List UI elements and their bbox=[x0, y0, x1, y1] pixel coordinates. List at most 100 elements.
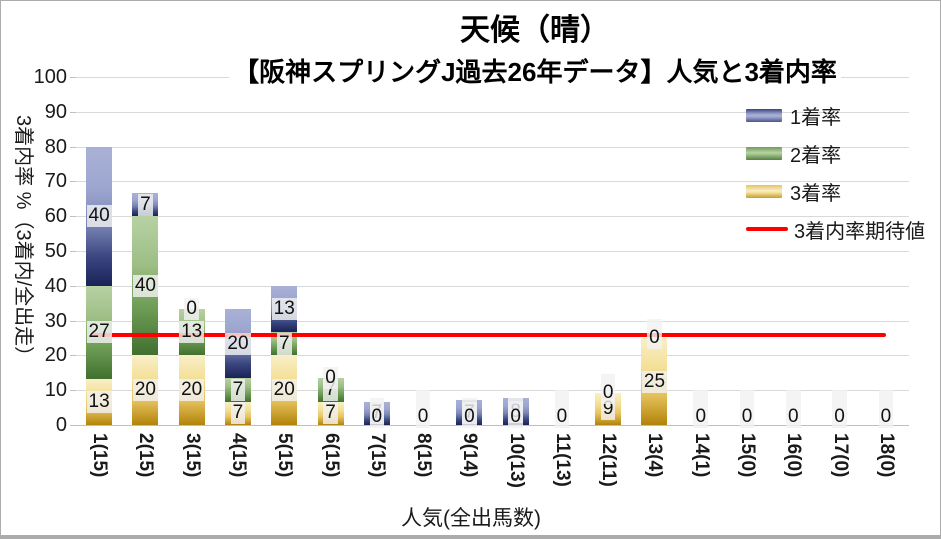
y-tick-mark bbox=[70, 285, 76, 287]
legend-bar-swatch bbox=[746, 108, 782, 122]
legend-line-swatch bbox=[746, 227, 788, 231]
y-tick-mark bbox=[70, 355, 76, 357]
data-label: 0 bbox=[856, 390, 916, 428]
gridline bbox=[76, 181, 909, 183]
y-tick-label: 80 bbox=[44, 135, 67, 158]
x-tick-label: 17(0) bbox=[829, 433, 851, 478]
chart-subtitle: 【阪神スプリングJ過去26年データ】人気と3着内率 bbox=[229, 52, 841, 89]
data-label-text: 27 bbox=[86, 321, 112, 344]
data-label-text: 0 bbox=[415, 390, 431, 428]
data-label: 20 bbox=[162, 379, 222, 402]
gridline bbox=[76, 390, 909, 392]
data-label-text: 40 bbox=[86, 205, 112, 228]
y-tick-label: 60 bbox=[44, 205, 67, 228]
data-label: 0 bbox=[717, 390, 777, 428]
data-label: 20 bbox=[254, 379, 314, 402]
x-tick-label: 12(11) bbox=[598, 433, 620, 487]
y-tick-mark bbox=[70, 425, 76, 426]
data-label-text: 13 bbox=[271, 297, 297, 320]
data-label: 40 bbox=[69, 205, 129, 228]
data-label-text: 0 bbox=[554, 390, 570, 428]
gridline bbox=[76, 355, 909, 357]
y-tick-label: 40 bbox=[44, 274, 67, 297]
x-axis-line bbox=[76, 425, 909, 426]
y-tick-label: 90 bbox=[44, 100, 67, 123]
x-tick-label: 14(1) bbox=[690, 433, 712, 478]
data-label-text: 7 bbox=[138, 193, 153, 216]
chart-title: 天候（晴） bbox=[460, 14, 610, 47]
y-tick-label: 30 bbox=[44, 309, 67, 332]
x-tick-label: 10(13) bbox=[505, 433, 527, 488]
x-tick-label: 8(15) bbox=[413, 433, 435, 478]
data-label-text: 40 bbox=[132, 274, 158, 297]
y-tick-mark bbox=[70, 390, 76, 392]
data-label: 0 bbox=[162, 298, 222, 321]
data-label-text: 0 bbox=[878, 390, 894, 428]
data-label: 7 bbox=[208, 379, 268, 402]
legend-label: 1着率 bbox=[790, 106, 842, 129]
data-label: 0 bbox=[439, 398, 499, 428]
y-tick-mark bbox=[70, 320, 76, 322]
x-axis-title: 人気(全出馬数) bbox=[401, 507, 541, 530]
x-tick-label: 13(4) bbox=[644, 433, 666, 478]
gridline bbox=[76, 111, 909, 113]
data-label: 0 bbox=[578, 374, 638, 405]
data-label-text: 0 bbox=[647, 319, 662, 349]
data-label: 25 bbox=[624, 370, 684, 393]
legend-label: 3着内率期待値 bbox=[794, 220, 926, 243]
data-label: 7 bbox=[254, 332, 314, 355]
x-tick-label: 18(0) bbox=[875, 433, 897, 478]
y-tick-mark bbox=[70, 181, 76, 183]
x-tick-label: 16(0) bbox=[783, 433, 805, 478]
data-label-text: 0 bbox=[508, 398, 523, 428]
legend-label: 3着率 bbox=[790, 182, 842, 205]
data-label: 7 bbox=[208, 402, 268, 425]
legend-item: 2着率 bbox=[746, 135, 841, 171]
data-label: 7 bbox=[301, 402, 361, 425]
data-label-text: 25 bbox=[641, 370, 668, 393]
data-label: 0 bbox=[347, 398, 407, 428]
y-tick-label: 10 bbox=[44, 379, 67, 402]
data-label: 0 bbox=[810, 390, 870, 428]
legend-item: 3着内率期待値 bbox=[746, 211, 925, 247]
data-label: 0 bbox=[301, 367, 361, 390]
expected-value-line bbox=[91, 333, 886, 338]
data-label-text: 20 bbox=[179, 379, 205, 402]
data-label: 0 bbox=[624, 319, 684, 349]
data-label-text: 0 bbox=[462, 398, 477, 428]
data-label-text: 20 bbox=[225, 332, 251, 355]
y-tick-mark bbox=[70, 251, 76, 252]
y-tick-label: 0 bbox=[55, 414, 67, 436]
data-label-text: 0 bbox=[739, 390, 755, 428]
data-label: 0 bbox=[393, 390, 453, 428]
y-tick-label: 20 bbox=[44, 344, 67, 367]
data-label-text: 13 bbox=[179, 321, 205, 344]
x-tick-label: 3(15) bbox=[181, 433, 203, 478]
legend-item: 3着率 bbox=[746, 173, 841, 209]
data-label-text: 0 bbox=[600, 374, 616, 405]
legend-bar-swatch bbox=[746, 146, 782, 160]
x-tick-label: 7(15) bbox=[366, 433, 388, 478]
gridline bbox=[76, 320, 909, 322]
gridline bbox=[76, 285, 909, 287]
y-tick-mark bbox=[70, 77, 76, 78]
data-label-text: 0 bbox=[832, 390, 847, 428]
x-tick-label: 6(15) bbox=[320, 433, 342, 478]
data-label: 0 bbox=[763, 390, 823, 428]
y-tick-label: 100 bbox=[33, 66, 67, 88]
data-label-text: 13 bbox=[86, 390, 112, 413]
x-tick-label: 4(15) bbox=[227, 433, 249, 478]
gridline bbox=[76, 251, 909, 252]
data-label-text: 20 bbox=[271, 379, 297, 402]
data-label-text: 20 bbox=[132, 379, 158, 402]
data-label: 20 bbox=[208, 332, 268, 355]
y-tick-mark bbox=[70, 111, 76, 113]
x-tick-label: 9(14) bbox=[459, 433, 481, 478]
y-tick-mark bbox=[70, 146, 76, 148]
x-tick-label: 15(0) bbox=[737, 433, 759, 478]
legend-item: 1着率 bbox=[746, 97, 841, 133]
data-label-text: 7 bbox=[276, 332, 292, 355]
data-label: 20 bbox=[115, 379, 175, 402]
data-label: 13 bbox=[162, 321, 222, 344]
data-label: 13 bbox=[69, 390, 129, 413]
